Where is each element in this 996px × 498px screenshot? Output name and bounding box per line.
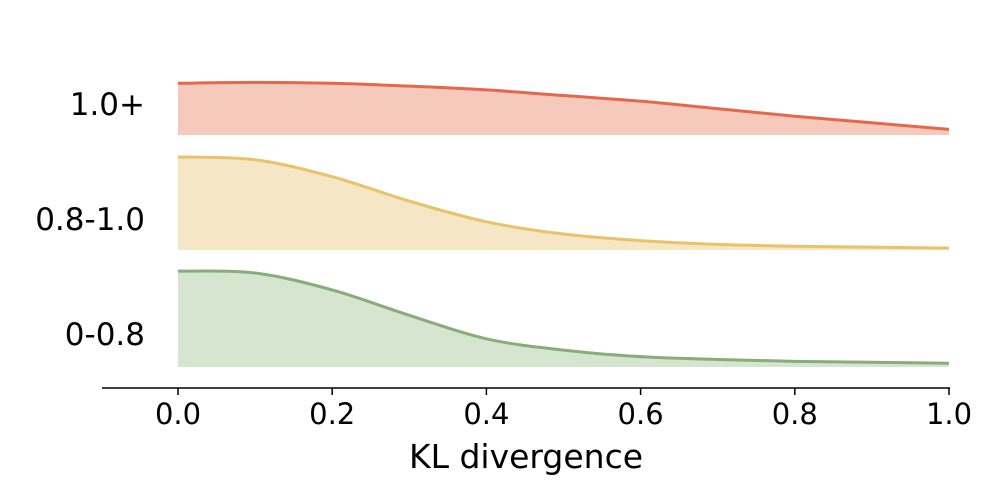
ridge-line-3 — [177, 269, 950, 365]
x-tick-label-0: 0.0 — [155, 397, 201, 431]
ridge-line-1 — [177, 80, 950, 131]
ridge-line-2 — [177, 155, 950, 250]
x-tick-label-2: 0.4 — [463, 397, 509, 431]
ridges-group — [177, 80, 950, 367]
x-ticks-group: 0.0 0.2 0.4 0.6 0.8 1.0 — [155, 388, 972, 431]
row-label-2: 0.8-1.0 — [35, 202, 145, 238]
ridge-area-3 — [178, 270, 949, 367]
x-tick-label-4: 0.8 — [772, 397, 818, 431]
row-label-1: 1.0+ — [70, 87, 145, 123]
ridge-area-2 — [178, 156, 949, 250]
x-tick-label-1: 0.2 — [309, 397, 355, 431]
row-label-3: 0-0.8 — [65, 317, 145, 353]
x-tick-label-3: 0.6 — [618, 397, 664, 431]
x-axis-label: KL divergence — [409, 437, 643, 476]
x-tick-label-5: 1.0 — [926, 397, 972, 431]
ridge-area-1 — [178, 82, 949, 135]
